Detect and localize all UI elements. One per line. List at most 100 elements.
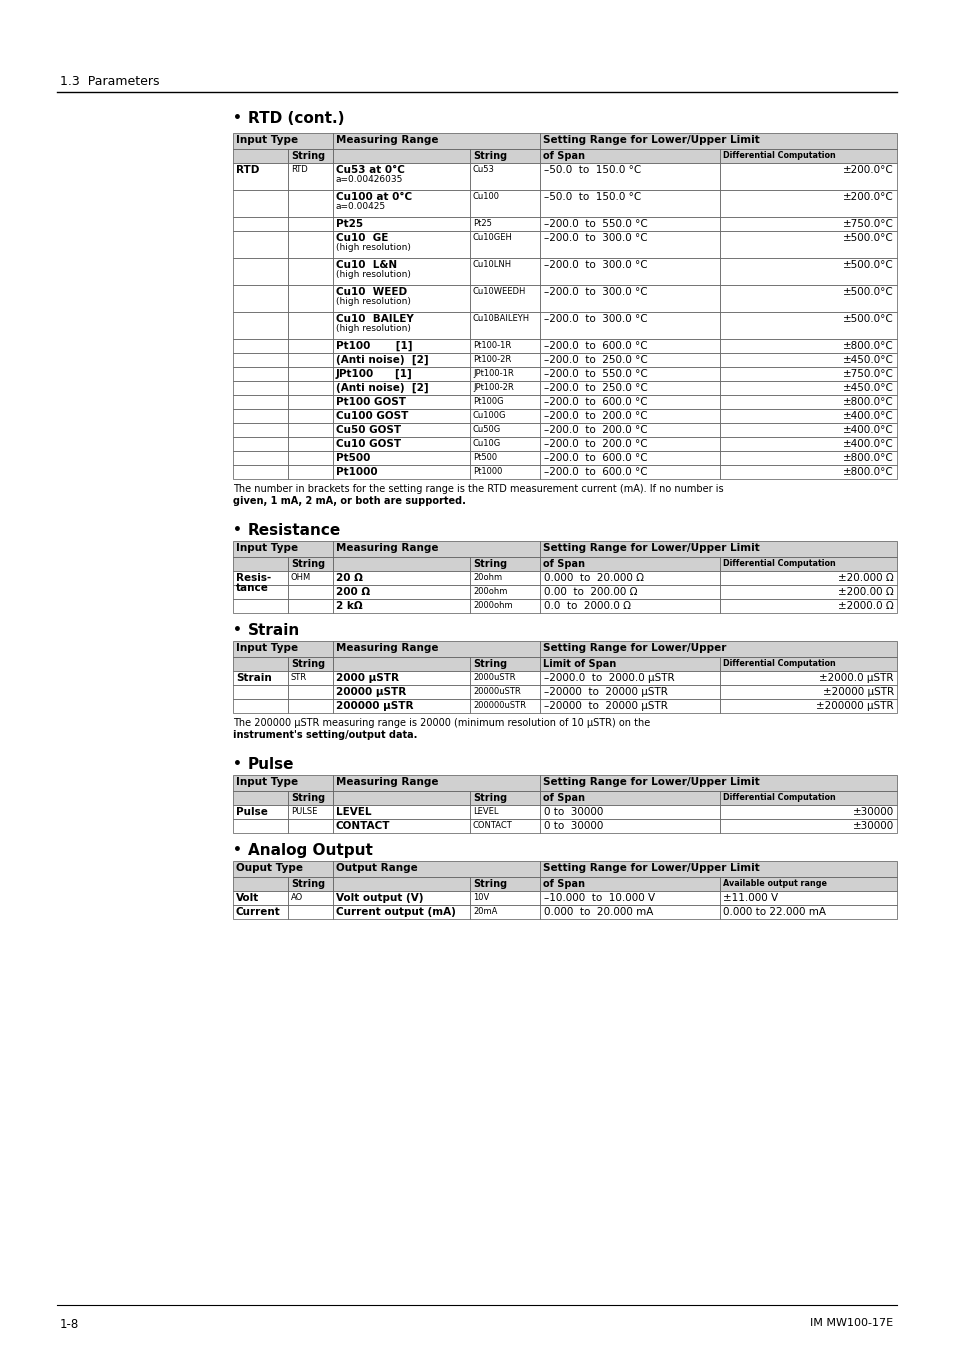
Text: 1-8: 1-8 (60, 1318, 79, 1331)
Bar (333, 641, 539, 657)
Text: String: String (473, 659, 507, 670)
Bar (539, 571, 720, 585)
Text: ±20000 μSTR: ±20000 μSTR (822, 687, 893, 697)
Text: Cu10GEH: Cu10GEH (473, 234, 513, 242)
Bar (333, 599, 470, 613)
Text: Pt100       [1]: Pt100 [1] (335, 342, 412, 351)
Bar (233, 352, 288, 367)
Bar (288, 657, 333, 671)
Bar (539, 671, 720, 684)
Bar (470, 409, 539, 423)
Bar (233, 805, 288, 819)
Text: ±11.000 V: ±11.000 V (722, 892, 778, 903)
Text: 0.000 to 22.000 mA: 0.000 to 22.000 mA (722, 907, 825, 917)
Bar (333, 464, 470, 479)
Text: Pt25: Pt25 (335, 219, 363, 230)
Bar (333, 904, 470, 919)
Text: Cu100G: Cu100G (473, 410, 506, 420)
Text: given, 1 mA, 2 mA, or both are supported.: given, 1 mA, 2 mA, or both are supported… (233, 495, 465, 506)
Bar (539, 134, 896, 148)
Bar (720, 258, 896, 285)
Text: 0.000  to  20.000 Ω: 0.000 to 20.000 Ω (543, 572, 643, 583)
Text: 2000uSTR: 2000uSTR (473, 674, 515, 682)
Bar (470, 258, 539, 285)
Bar (288, 312, 333, 339)
Text: Pt500: Pt500 (473, 454, 497, 462)
Bar (720, 148, 896, 163)
Text: Pt100G: Pt100G (473, 397, 503, 406)
Bar (288, 258, 333, 285)
Bar (288, 558, 333, 571)
Bar (720, 285, 896, 312)
Text: RTD (cont.): RTD (cont.) (248, 111, 344, 126)
Bar (233, 217, 288, 231)
Bar (539, 312, 720, 339)
Bar (539, 258, 720, 285)
Bar (288, 285, 333, 312)
Bar (233, 671, 288, 684)
Text: Setting Range for Lower/Upper Limit: Setting Range for Lower/Upper Limit (542, 543, 759, 554)
Bar (233, 148, 288, 163)
Bar (333, 258, 470, 285)
Text: Cu10  BAILEY: Cu10 BAILEY (335, 315, 414, 324)
Bar (720, 585, 896, 599)
Text: Ouput Type: Ouput Type (235, 863, 303, 873)
Bar (333, 451, 470, 464)
Text: Volt output (V): Volt output (V) (335, 892, 423, 903)
Bar (720, 805, 896, 819)
Text: •: • (233, 111, 242, 126)
Text: –200.0  to  300.0 °C: –200.0 to 300.0 °C (543, 288, 647, 297)
Text: ±400.0°C: ±400.0°C (842, 425, 893, 435)
Text: –200.0  to  200.0 °C: –200.0 to 200.0 °C (543, 410, 647, 421)
Text: (high resolution): (high resolution) (335, 270, 411, 279)
Bar (539, 231, 720, 258)
Text: instrument's setting/output data.: instrument's setting/output data. (233, 730, 417, 740)
Text: –200.0  to  250.0 °C: –200.0 to 250.0 °C (543, 383, 647, 393)
Text: Pulse: Pulse (235, 807, 268, 817)
Text: –200.0  to  250.0 °C: –200.0 to 250.0 °C (543, 355, 647, 364)
Text: Cu10  WEED: Cu10 WEED (335, 288, 407, 297)
Bar (333, 805, 470, 819)
Text: •: • (233, 622, 242, 637)
Text: ±450.0°C: ±450.0°C (842, 355, 893, 364)
Bar (233, 339, 288, 352)
Bar (470, 352, 539, 367)
Text: 20000uSTR: 20000uSTR (473, 687, 520, 697)
Bar (288, 464, 333, 479)
Bar (333, 396, 470, 409)
Bar (720, 190, 896, 217)
Text: Cu53 at 0°C: Cu53 at 0°C (335, 165, 404, 176)
Bar (333, 285, 470, 312)
Text: JPt100-2R: JPt100-2R (473, 383, 514, 392)
Text: Cu53: Cu53 (473, 165, 495, 174)
Bar (720, 217, 896, 231)
Bar (470, 163, 539, 190)
Text: (high resolution): (high resolution) (335, 243, 411, 252)
Text: Setting Range for Lower/Upper Limit: Setting Range for Lower/Upper Limit (542, 135, 759, 144)
Text: –2000.0  to  2000.0 μSTR: –2000.0 to 2000.0 μSTR (543, 674, 674, 683)
Text: ±500.0°C: ±500.0°C (842, 288, 893, 297)
Bar (539, 451, 720, 464)
Bar (470, 285, 539, 312)
Bar (233, 819, 288, 833)
Bar (720, 464, 896, 479)
Bar (720, 791, 896, 805)
Bar (288, 163, 333, 190)
Bar (288, 423, 333, 437)
Bar (333, 585, 470, 599)
Text: Differential Computation: Differential Computation (722, 659, 835, 668)
Bar (539, 878, 720, 891)
Bar (288, 571, 333, 585)
Bar (720, 231, 896, 258)
Bar (288, 805, 333, 819)
Text: String: String (291, 151, 325, 161)
Text: 10V: 10V (473, 892, 489, 902)
Bar (539, 423, 720, 437)
Text: (high resolution): (high resolution) (335, 297, 411, 306)
Bar (333, 819, 470, 833)
Bar (333, 891, 470, 904)
Text: Cu10  GE: Cu10 GE (335, 234, 388, 243)
Bar (288, 891, 333, 904)
Bar (470, 312, 539, 339)
Bar (539, 464, 720, 479)
